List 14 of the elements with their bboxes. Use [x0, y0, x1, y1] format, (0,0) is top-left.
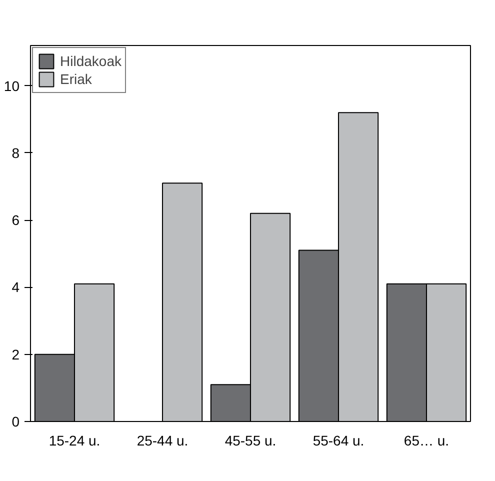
- legend-label: Eriak: [60, 71, 92, 87]
- y-tick-label: 8: [12, 144, 20, 161]
- x-tick-label: 45-55 u.: [224, 432, 276, 448]
- bar: [162, 182, 203, 422]
- x-tick-label: 55-64 u.: [312, 432, 364, 448]
- y-tick-label: 10: [4, 78, 20, 94]
- y-tick-label: 0: [12, 414, 20, 430]
- x-tick-label: 65… u.: [404, 432, 450, 448]
- y-tick-label: 6: [12, 212, 20, 228]
- y-tick-label: 4: [12, 279, 20, 296]
- legend-label: Hildakoak: [60, 53, 122, 69]
- x-tick-label: 25-44 u.: [136, 432, 188, 448]
- x-tick-label: 15-24 u.: [48, 432, 100, 448]
- y-tick-label: 2: [12, 346, 20, 362]
